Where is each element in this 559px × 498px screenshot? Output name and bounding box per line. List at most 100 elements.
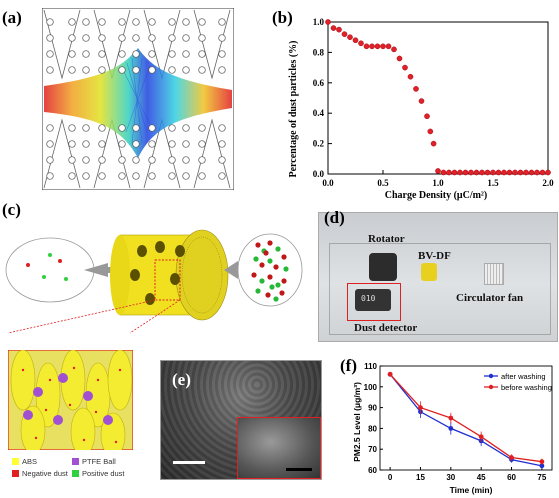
chart-b-ytick-label: 0.2 bbox=[313, 139, 325, 149]
pillar-circle bbox=[168, 156, 176, 164]
pillar-circle bbox=[118, 156, 126, 164]
chart-b-point bbox=[484, 169, 491, 176]
chart-b-point bbox=[352, 37, 359, 44]
pillar-circle bbox=[182, 124, 190, 132]
positive-dust-particle bbox=[275, 282, 281, 288]
pillar-circle bbox=[132, 50, 140, 58]
chart-b-xtick-label: 0.5 bbox=[377, 178, 389, 188]
chart-b-ytick-label: 0.8 bbox=[313, 47, 325, 57]
pillar-circle bbox=[68, 34, 76, 42]
pillar-circle bbox=[218, 172, 226, 180]
positive-dust-particle bbox=[283, 266, 289, 272]
pillar-circle bbox=[198, 18, 206, 26]
chart-b-point bbox=[495, 169, 502, 176]
negative-dust-particle bbox=[267, 274, 273, 280]
chart-b-point bbox=[501, 169, 507, 176]
panel-label-e: (e) bbox=[172, 370, 191, 389]
pillar-circle bbox=[198, 34, 206, 42]
chart-b-point bbox=[490, 169, 496, 176]
pillar-circle bbox=[82, 172, 90, 180]
legend-swatch bbox=[72, 458, 79, 465]
filter-schematic bbox=[5, 229, 303, 334]
sem-zoom-inset bbox=[237, 417, 321, 479]
legend-label: PTFE Ball bbox=[82, 457, 116, 466]
chart-f-legend-label: before washing bbox=[501, 383, 552, 392]
pillar-circle bbox=[82, 156, 90, 164]
chart-f-point bbox=[418, 405, 423, 410]
positive-dust-particle bbox=[255, 288, 261, 294]
outflow-arrow bbox=[84, 263, 120, 277]
pillar-circle bbox=[182, 34, 190, 42]
chart-b-point bbox=[369, 43, 375, 50]
pillar-circle bbox=[148, 156, 156, 164]
pillar-circle bbox=[98, 34, 106, 42]
chart-b-point bbox=[407, 73, 414, 80]
label-rotator: Rotator bbox=[368, 233, 405, 245]
pillar-circle bbox=[82, 66, 90, 74]
pillar-circle bbox=[168, 50, 176, 58]
chart-f-series-line bbox=[389, 373, 543, 467]
pillar-circle bbox=[198, 172, 206, 180]
pillar-circle bbox=[98, 66, 106, 74]
pillar-circle bbox=[82, 50, 90, 58]
pillar-circle bbox=[118, 124, 126, 132]
chart-f-legend-label: after washing bbox=[501, 372, 546, 381]
chart-b-point bbox=[528, 169, 535, 176]
pm25-chart: PM2.5 Level (μg/m³) Time (min) 60 70 80 90 1… bbox=[352, 362, 553, 495]
pillar-circle bbox=[148, 50, 156, 58]
pillar-circle bbox=[98, 50, 106, 58]
chart-b-point bbox=[413, 86, 419, 92]
pillar-circle bbox=[218, 18, 226, 26]
pillar-circle bbox=[168, 18, 176, 26]
pillar-circle bbox=[68, 124, 76, 132]
bv-df-cylinder bbox=[110, 229, 229, 321]
chart-b-point bbox=[479, 169, 485, 176]
negative-dust-particle bbox=[265, 292, 271, 298]
label-bvdf: BV-DF bbox=[418, 250, 451, 262]
negative-dust-particle bbox=[251, 272, 257, 278]
legend-swatch bbox=[12, 458, 19, 465]
positive-dust-particle bbox=[269, 284, 275, 290]
chart-b-point bbox=[325, 19, 331, 25]
pillar-circle bbox=[168, 124, 176, 132]
pillar-circle bbox=[46, 50, 54, 58]
pillar-circle bbox=[118, 18, 126, 26]
pillar-circle bbox=[118, 172, 126, 180]
pillar-circle bbox=[118, 34, 126, 42]
pillar-circle bbox=[82, 140, 90, 148]
pillar-circle bbox=[82, 18, 90, 26]
chart-b-point bbox=[517, 169, 524, 176]
chart-f-legend-marker bbox=[488, 384, 494, 390]
pillar-circle bbox=[148, 124, 156, 132]
pillar-circle bbox=[118, 50, 126, 58]
chart-b-xtick-label: 0.0 bbox=[322, 178, 334, 188]
pillar-circle bbox=[198, 140, 206, 148]
pillar-circle bbox=[218, 34, 226, 42]
pillar-circle bbox=[148, 34, 156, 42]
chart-b-point bbox=[341, 31, 348, 37]
chart-b-point bbox=[468, 169, 474, 176]
pillar-circle bbox=[182, 50, 190, 58]
pillar-circle bbox=[98, 156, 106, 164]
legend-swatch bbox=[72, 470, 79, 477]
negative-dust-particle bbox=[273, 264, 279, 270]
chart-f-ytick-label: 80 bbox=[368, 424, 377, 433]
pillar-circle bbox=[82, 34, 90, 42]
simulation-flow-figure bbox=[42, 8, 234, 190]
chart-b-ytick-label: 0.4 bbox=[313, 108, 325, 118]
panel-label-d: (d) bbox=[324, 208, 345, 227]
chart-b-point bbox=[385, 43, 392, 50]
pillar-circle bbox=[118, 140, 126, 148]
chart-b-point bbox=[545, 169, 551, 176]
legend-label: Positive dust bbox=[82, 469, 125, 478]
chart-f-legend-marker bbox=[488, 373, 494, 379]
chart-b-point bbox=[391, 46, 397, 53]
chart-f-point bbox=[478, 434, 484, 440]
pillar-circle bbox=[132, 172, 140, 180]
negative-dust-particle bbox=[279, 290, 285, 296]
pillar-circle bbox=[132, 140, 140, 148]
pillar-circle bbox=[132, 66, 140, 74]
pillar-circle bbox=[118, 66, 126, 74]
chart-f-point bbox=[448, 426, 454, 431]
legend-item-abs: ABS bbox=[12, 457, 37, 466]
